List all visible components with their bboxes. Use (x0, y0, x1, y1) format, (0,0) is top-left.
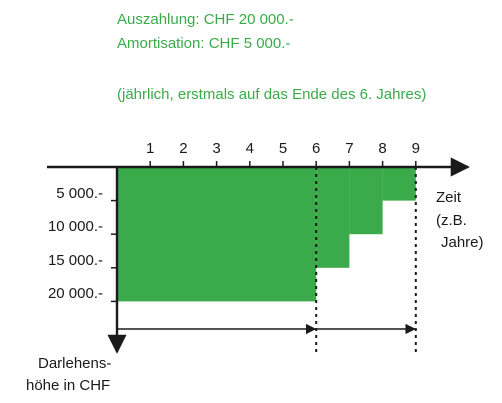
y-tick-label: 15 000.- (47, 251, 103, 269)
header-note: (jährlich, erstmals auf das Ende des 6. … (117, 86, 427, 103)
x-tick-label: 3 (212, 140, 221, 157)
x-axis-label-line3: Jahre) (441, 234, 484, 251)
x-tick-label: 6 (312, 140, 321, 157)
loan-bar-step-1 (117, 167, 317, 302)
header-amortisation: Amortisation: CHF 5 000.- (117, 35, 291, 52)
x-tick-label: 2 (179, 140, 188, 157)
x-tick-label: 7 (345, 140, 354, 157)
y-axis-label-line1: Darlehens- (38, 355, 112, 372)
loan-bar-step-2 (316, 167, 350, 268)
y-tick-label: 20 000.- (47, 285, 103, 303)
y-tick-label: 5 000.- (56, 184, 103, 202)
x-tick-label: 1 (146, 140, 155, 157)
x-tick-label: 5 (278, 140, 288, 157)
header-payout: Auszahlung: CHF 20 000.- (117, 11, 294, 28)
y-tick-label: 10 000.- (47, 218, 103, 236)
x-tick-label: 4 (245, 140, 254, 157)
loan-bar-step-4 (382, 167, 416, 201)
x-axis-label-line1: Zeit (436, 189, 462, 206)
loan-bar-step-3 (349, 167, 383, 235)
x-tick-label: 9 (411, 140, 420, 157)
y-axis-label-line2: höhe in CHF (26, 377, 111, 394)
x-tick-label: 8 (378, 140, 387, 157)
x-axis-label-line2: (z.B. (436, 212, 467, 229)
